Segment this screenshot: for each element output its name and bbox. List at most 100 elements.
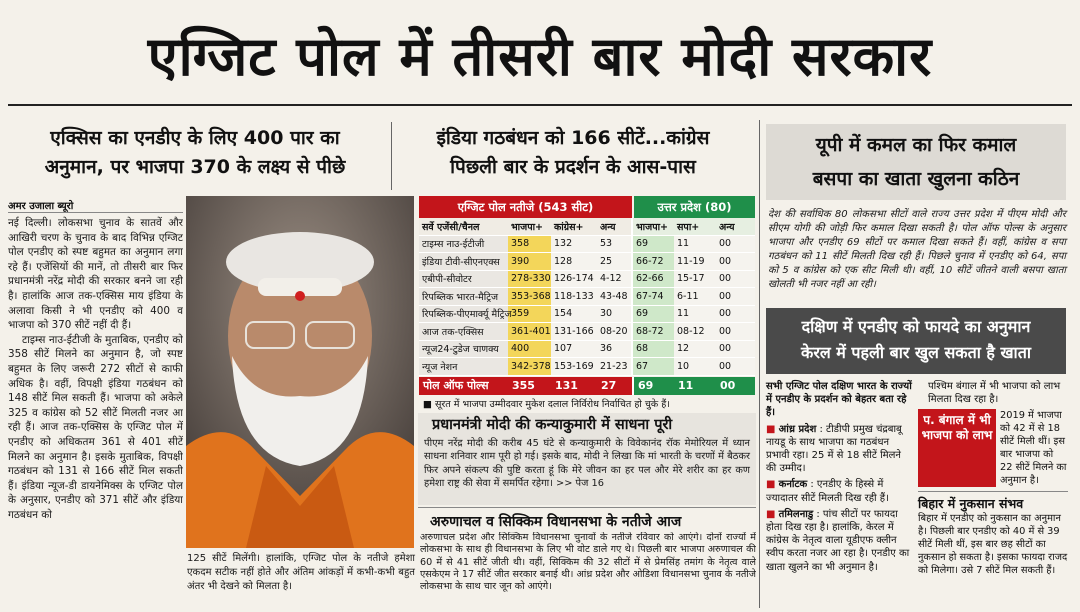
bullet-icon: ■ [766, 479, 779, 491]
main-headline: एग्जिट पोल में तीसरी बार मोदी सरकार [147, 25, 933, 88]
south-items: ■ आंध्र प्रदेश : टीडीपी प्रमुख चंद्रबाबू… [766, 423, 912, 574]
table-row: टाइम्स नाउ-ईटीजी 358 132 53 69 11 00 [419, 235, 755, 253]
table-cell: 126-174 [551, 270, 597, 288]
table-cell: 359 [508, 305, 551, 323]
table-cell: एबीपी-सीवोटर [419, 270, 508, 288]
table-cell: 361-401 [508, 322, 551, 341]
south-item-text: : पांच सीटों पर फायदा होता दिख रहा है। ह… [766, 508, 910, 573]
table-cell: 00 [716, 270, 755, 288]
south-title-line1: दक्षिण में एनडीए को फायदे का अनुमान [801, 317, 1031, 336]
left-title-line2: अनुमान, पर भाजपा 370 के लक्ष्य से पीछे [44, 156, 346, 178]
table-header-row: सर्वे एजेंसी/चैनल भाजपा+ कांग्रेस+ अन्य भाजप… [419, 218, 755, 236]
table-cell: 53 [597, 235, 632, 253]
up-title-line1: यूपी में कमल का फिर कमाल [815, 134, 1017, 156]
table-row: एबीपी-सीवोटर 278-330 126-174 4-12 62-66 15-17… [419, 270, 755, 288]
table-cell: 66-72 [631, 252, 674, 271]
table-header-cell: भाजपा+ [508, 218, 551, 236]
mid-divider [391, 122, 392, 190]
table-cell: 131-166 [551, 322, 597, 341]
table-cell: 21-23 [597, 357, 632, 376]
south-item: ■ आंध्र प्रदेश : टीडीपी प्रमुख चंद्रबाबू… [766, 423, 912, 476]
left-story-body: नई दिल्ली। लोकसभा चुनाव के सातवें और आखि… [8, 216, 183, 606]
table-cell: 43-48 [597, 287, 632, 306]
table-cell: रिपब्लिक भारत-मैट्रिज [419, 287, 508, 306]
bihar-rule [918, 490, 1068, 492]
poll-of-polls-cell: 69 [632, 376, 674, 395]
bullet-icon: ■ [423, 398, 435, 410]
poll-of-polls-cell: 355 [508, 376, 551, 395]
table-row: इंडिया टीवी-सीएनएक्स 390 128 25 66-72 11-19 00 [419, 252, 755, 271]
south-lead: सभी एग्जिट पोल दक्षिण भारत के राज्यों मे… [766, 381, 912, 419]
mid-title-line2: पिछली बार के प्रदर्शन के आस-पास [450, 156, 696, 178]
poll-of-polls-cell: 27 [597, 376, 632, 395]
south-title-box: दक्षिण में एनडीए को फायदे का अनुमान केरल… [766, 308, 1066, 374]
poll-of-polls-cell: पोल ऑफ पोल्स [419, 376, 508, 395]
table-header-cell: अन्य [597, 218, 632, 236]
table-footnote: ■ सूरत में भाजपा उम्मीदवार मुकेश दलाल नि… [419, 395, 755, 415]
table-cell: 153-169 [551, 357, 597, 376]
table-cell: 30 [597, 305, 632, 323]
left-para-1: नई दिल्ली। लोकसभा चुनाव के सातवें और आखि… [8, 217, 183, 332]
bengal-intro: पश्चिम बंगाल में भी भाजपा को लाभ मिलता द… [928, 381, 1061, 406]
table-cell: 342-378 [508, 357, 551, 376]
south-left-column: सभी एग्जिट पोल दक्षिण भारत के राज्यों मे… [766, 380, 912, 574]
south-title-line2: केरल में पहली बार खुल सकता है खाता [801, 343, 1031, 362]
table-cell: 118-133 [551, 287, 597, 306]
table-cell: 278-330 [508, 270, 551, 288]
table-cell: 00 [716, 235, 755, 253]
south-item-text: : टीडीपी प्रमुख चंद्रबाबू नायडू के साथ भ… [766, 423, 902, 475]
table-cell: रिपब्लिक-पीएमार्क्यू मैट्रिज [419, 305, 512, 323]
table-cell: 36 [597, 340, 632, 358]
poll-table-grid: सर्वे एजेंसी/चैनल भाजपा+ कांग्रेस+ अन्य भाजप… [419, 218, 755, 376]
table-cell: 400 [508, 340, 551, 358]
table-cell: 67 [631, 357, 674, 376]
left-story-title: एक्सिस का एनडीए के लिए 400 पार का अनुमान… [6, 124, 384, 182]
table-cell: 69 [631, 235, 674, 253]
table-cell: 00 [716, 305, 755, 323]
up-story-title-box: यूपी में कमल का फिर कमाल बसपा का खाता खु… [766, 124, 1066, 200]
table-cell: इंडिया टीवी-सीएनएक्स [419, 252, 508, 271]
arunachal-rule [418, 507, 756, 508]
table-cell: 00 [716, 322, 755, 341]
table-row: न्यूज नेशन 342-378 153-169 21-23 67 10 00 [419, 357, 755, 376]
mid-story-title: इंडिया गठबंधन को 166 सीटें...कांग्रेस पि… [394, 124, 752, 182]
left-para-2: टाइम्स नाउ-ईटीजी के मुताबिक, एनडीए को 35… [8, 333, 183, 521]
bihar-body: बिहार में एनडीए को नुकसान का अनुमान है। … [918, 512, 1068, 576]
table-cell: 390 [508, 252, 551, 271]
mid-title-line1: इंडिया गठबंधन को 166 सीटें...कांग्रेस [436, 127, 710, 149]
poll-of-polls-cell: 11 [674, 376, 716, 395]
poll-of-polls-cell: 131 [551, 376, 597, 395]
footnote-text: सूरत में भाजपा उम्मीदवार मुकेश दलाल निर्… [435, 398, 670, 410]
table-cell: 25 [597, 252, 632, 271]
kanyakumari-box: प्रधानमंत्री मोदी की कन्याकुमारी में साध… [418, 413, 756, 505]
exit-poll-table: एग्जिट पोल नतीजे (543 सीट) उत्तर प्रदेश … [419, 196, 755, 415]
south-item-state: तमिलनाडु [778, 508, 814, 520]
table-header-cell: सपा+ [674, 218, 716, 236]
table-cell: 00 [716, 357, 755, 376]
bengal-tag: प. बंगाल में भी भाजपा को लाभ [918, 408, 996, 487]
table-cell: 10 [674, 357, 716, 376]
south-item: ■ कर्नाटक : एनडीए के हिस्से में ज्यादातर… [766, 478, 912, 504]
up-story-body: देश की सर्वाधिक 80 लोकसभा सीटों वाले राज… [768, 209, 1066, 290]
headline-rule [8, 104, 1072, 106]
south-right-column: पश्चिम बंगाल में भी भाजपा को लाभ मिलता द… [918, 380, 1068, 577]
table-cell: 68 [631, 340, 674, 358]
table-cell: आज तक-एक्सिस [419, 322, 508, 341]
table-cell: 00 [716, 340, 755, 358]
table-cell: 6-11 [674, 287, 716, 306]
poll-of-polls-cell: 00 [716, 376, 755, 395]
table-cell: 11-19 [674, 252, 716, 271]
modi-photo [186, 196, 414, 548]
table-cell: 132 [551, 235, 597, 253]
table-row: आज तक-एक्सिस 361-401 131-166 08-20 68-72 08-1… [419, 322, 755, 341]
arunachal-title: अरुणाचल व सिक्किम विधानसभा के नतीजे आज [430, 514, 682, 530]
table-cell: 68-72 [631, 322, 674, 341]
table-header-cell: अन्य [716, 218, 755, 236]
table-row: रिपब्लिक भारत-मैट्रिज 353-368 118-133 43-48… [419, 287, 755, 306]
table-cell: 15-17 [674, 270, 716, 288]
table-cell: 353-368 [508, 287, 551, 306]
kanyakumari-title: प्रधानमंत्री मोदी की कन्याकुमारी में साध… [432, 417, 673, 433]
bengal-body: 2019 में भाजपा को 42 में से 18 सीटें मिल… [1000, 409, 1067, 486]
table-cell: 69 [631, 305, 674, 323]
up-table-title: उत्तर प्रदेश (80) [634, 196, 755, 218]
